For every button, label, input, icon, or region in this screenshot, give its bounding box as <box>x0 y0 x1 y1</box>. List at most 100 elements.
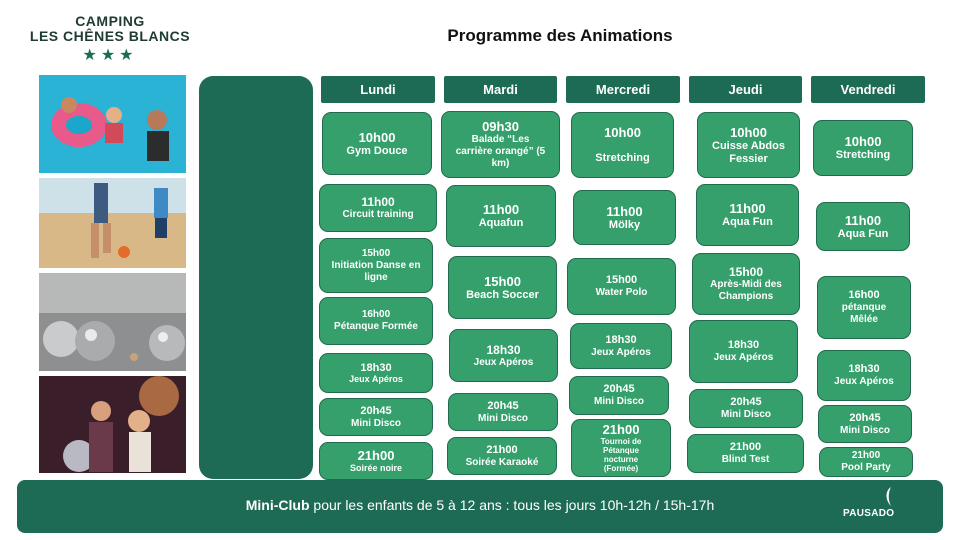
pausado-logo-icon <box>886 487 891 506</box>
event-card: 15h00 Water Polo <box>567 258 676 315</box>
event-name: Water Polo <box>595 287 648 298</box>
event-card: 10h00 Stretching <box>571 112 674 178</box>
event-card: 21h00 Blind Test <box>687 434 804 473</box>
event-time: 20h45 <box>603 383 635 395</box>
day-header-lundi: Lundi <box>321 76 435 103</box>
event-time: 10h00 <box>730 124 767 140</box>
beach-soccer-photo <box>39 178 186 268</box>
event-time: 21h00 <box>486 443 518 456</box>
event-time: 20h45 <box>849 411 881 424</box>
event-card: 20h45 Mini Disco <box>818 405 912 443</box>
event-time: 10h00 <box>604 125 641 141</box>
event-time: 15h00 <box>728 265 764 279</box>
event-name: Soirée Karaoké <box>465 456 539 468</box>
event-card: 15h00 Après-Midi des Champions <box>692 253 800 315</box>
mini-club-label: Mini-Club <box>245 497 310 513</box>
event-card: 21h00 Pool Party <box>819 447 913 477</box>
event-time: 15h00 <box>484 273 521 289</box>
event-name: pétanque Mêlée <box>841 302 887 325</box>
event-card: 20h45 Mini Disco <box>448 393 558 431</box>
event-name: Mini Disco <box>839 424 890 436</box>
logo-line2: LES CHÊNES BLANCS <box>29 28 191 44</box>
event-name: Initiation Danse en ligne <box>331 259 421 283</box>
event-name: Aqua Fun <box>722 216 773 228</box>
disco-party-photo <box>39 376 186 473</box>
event-name: Après-Midi des Champions <box>710 279 782 302</box>
event-card: 15h00 Beach Soccer <box>448 256 557 319</box>
event-name: Jeux Apéros <box>473 356 534 368</box>
event-time: 18h30 <box>605 333 637 346</box>
event-name: Mini Disco <box>720 409 771 420</box>
event-name: Cuisse Abdos Fessier <box>712 139 785 165</box>
event-name: Balade “Les carrière orangé” (5 km) <box>455 134 546 169</box>
event-time: 21h00 <box>357 448 395 463</box>
event-name: Mini Disco <box>350 417 401 429</box>
event-time: 21h00 <box>602 422 640 437</box>
event-name: Beach Soccer <box>466 288 539 301</box>
event-name: Mini Disco <box>477 412 528 424</box>
event-card: 11h00 Aqua Fun <box>816 202 910 251</box>
day-header-jeudi: Jeudi <box>689 76 802 103</box>
event-time: 11h00 <box>361 195 395 209</box>
event-time: 10h00 <box>358 129 396 145</box>
event-card: 18h30 Jeux Apéros <box>689 320 798 383</box>
event-time: 20h45 <box>730 396 762 408</box>
side-panel <box>199 76 313 479</box>
event-card: 09h30 Balade “Les carrière orangé” (5 km… <box>441 111 560 178</box>
event-name: Mini Disco <box>593 396 644 407</box>
camping-logo: CAMPING LES CHÊNES BLANCS ★★★ <box>22 14 198 66</box>
logo-stars: ★★★ <box>82 47 138 64</box>
event-time: 16h00 <box>848 289 880 301</box>
event-name: Soirée noire <box>349 463 403 473</box>
event-card: 21h00 Soirée noire <box>319 442 433 480</box>
event-name: Aqua Fun <box>837 227 889 240</box>
mini-club-hours: pour les enfants de 5 à 12 ans : tous le… <box>309 497 715 513</box>
event-name: Stretching <box>835 149 891 161</box>
event-time: 09h30 <box>482 119 519 134</box>
event-card: 20h45 Mini Disco <box>319 398 433 436</box>
event-time: 11h00 <box>606 203 643 219</box>
event-time: 20h45 <box>360 404 392 417</box>
event-card: 10h00 Cuisse Abdos Fessier <box>697 112 800 178</box>
event-name: Jeux Apéros <box>591 346 651 358</box>
event-card: 11h00 Aquafun <box>446 185 556 247</box>
day-header-mardi: Mardi <box>444 76 557 103</box>
event-card: 16h00 Pétanque Formée <box>319 297 433 345</box>
event-time: 20h45 <box>487 399 519 412</box>
event-card: 11h00 Mölky <box>573 190 676 245</box>
event-card: 11h00 Circuit training <box>319 184 437 232</box>
event-time: 15h00 <box>605 274 638 286</box>
pausado-brand: PAUSADO <box>843 508 895 519</box>
event-card: 20h45 Mini Disco <box>689 389 803 428</box>
event-time: 16h00 <box>361 309 391 320</box>
page-title: Programme des Animations <box>447 26 673 45</box>
event-card: 11h00 Aqua Fun <box>696 184 799 246</box>
event-card: 21h00 Soirée Karaoké <box>447 437 557 475</box>
event-time: 18h30 <box>360 361 392 374</box>
event-card: 18h30 Jeux Apéros <box>449 329 558 382</box>
event-time: 10h00 <box>844 134 882 149</box>
event-name: Pétanque Formée <box>334 321 418 332</box>
event-time: 21h00 <box>729 441 762 453</box>
day-header-mercredi: Mercredi <box>566 76 680 103</box>
event-name: Mölky <box>608 218 641 231</box>
event-card: 10h00 Gym Douce <box>322 112 432 175</box>
logo-line1: CAMPING <box>75 13 145 29</box>
event-card: 18h30 Jeux Apéros <box>319 353 433 393</box>
event-time: 11h00 <box>729 201 766 216</box>
event-name: Gym Douce <box>346 144 408 157</box>
event-card: 18h30 Jeux Apéros <box>817 350 911 401</box>
event-time: 11h00 <box>844 212 882 228</box>
pool-family-photo <box>39 75 186 173</box>
event-name: Circuit training <box>342 209 414 220</box>
event-card: 10h00 Stretching <box>813 120 913 176</box>
mini-club-text: Mini-Club pour les enfants de 5 à 12 ans… <box>17 497 943 513</box>
event-time: 11h00 <box>482 202 520 217</box>
event-card: 16h00 pétanque Mêlée <box>817 276 911 339</box>
event-name: Jeux Apéros <box>713 352 774 363</box>
event-card: 20h45 Mini Disco <box>569 376 669 415</box>
event-time: 18h30 <box>848 363 880 375</box>
event-card: 15h00 Initiation Danse en ligne <box>319 238 433 293</box>
event-name: Jeux Apéros <box>834 376 894 387</box>
event-card: 21h00 Tournoi de Pétanque nocturne (Form… <box>571 419 671 477</box>
